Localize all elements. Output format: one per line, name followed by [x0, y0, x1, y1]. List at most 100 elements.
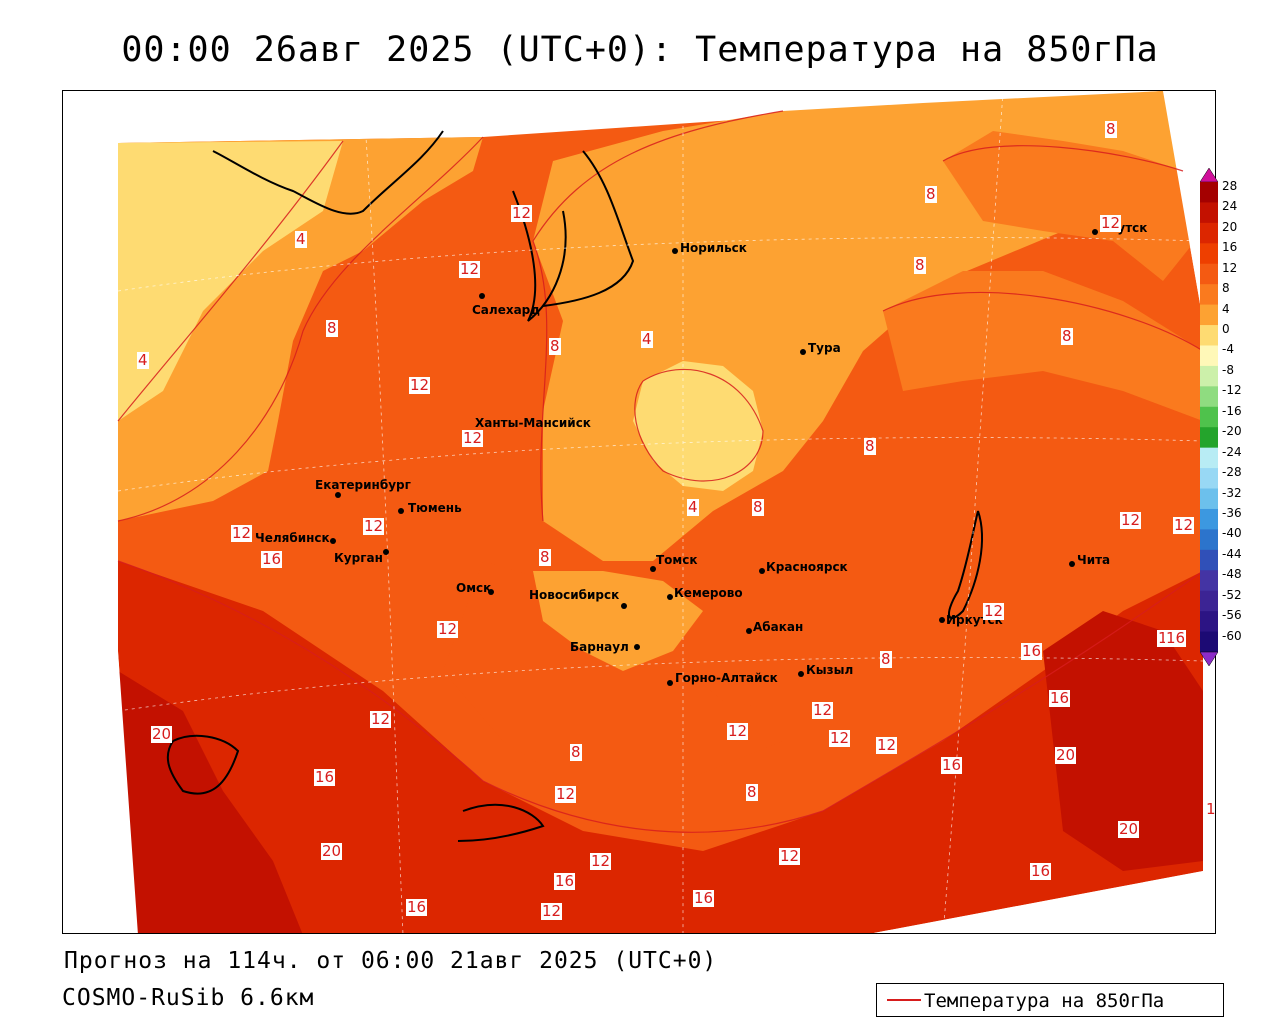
isotherm-label: 12 — [1100, 214, 1122, 232]
isotherm-label: 12 — [876, 736, 898, 754]
colorbar-tick-label: 24 — [1222, 199, 1238, 214]
colorbar-bottom-arrow — [1200, 651, 1218, 666]
isotherm-label: 16 — [1021, 642, 1043, 660]
colorbar-swatch — [1200, 549, 1218, 571]
colorbar-swatch — [1200, 447, 1218, 469]
isotherm-label: 12 — [1120, 511, 1142, 529]
isotherm-label: 8 — [864, 437, 876, 455]
isotherm-label: 12 — [727, 722, 749, 740]
colorbar-tick-label: -12 — [1222, 383, 1242, 398]
colorbar-swatch — [1200, 406, 1218, 428]
isotherm-line — [117, 140, 344, 422]
city-dot — [634, 644, 640, 650]
colorbar-tick-label: 20 — [1222, 219, 1238, 234]
legend-line-swatch — [887, 999, 921, 1001]
legend: Температура на 850гПа — [876, 983, 1224, 1017]
city-dot — [398, 508, 404, 514]
coastline — [212, 130, 444, 215]
isotherm-label: 8 — [539, 548, 551, 566]
colorbar-tick-label: 4 — [1222, 301, 1230, 316]
colorbar-swatch — [1200, 325, 1218, 346]
city-gorno-altaysk: Горно-Алтайск — [675, 671, 778, 685]
isotherm-label: 16 — [554, 872, 576, 890]
graticule — [117, 91, 1204, 933]
isotherm-label: 12 — [829, 729, 851, 747]
city-barnaul: Барнаул — [570, 640, 629, 654]
colorbar-swatch — [1200, 386, 1218, 408]
colorbar-tick-label: 16 — [1222, 240, 1238, 255]
isotherm-label: 16 — [941, 756, 963, 774]
city-dot — [335, 492, 341, 498]
coastlines — [166, 130, 984, 842]
isotherm-label: 12 — [409, 376, 431, 394]
city-dot — [672, 248, 678, 254]
isotherm-line — [117, 560, 1204, 833]
isotherm-label: 1 — [1205, 800, 1216, 818]
colorbar — [1200, 168, 1218, 666]
coastline — [512, 190, 567, 322]
no-data-left — [63, 143, 138, 933]
colorbar-tick-label: -36 — [1222, 505, 1242, 520]
colorbar-swatch — [1200, 263, 1218, 285]
isotherm-label: 8 — [746, 783, 758, 801]
isotherm-line — [532, 110, 784, 522]
colorbar-swatch — [1200, 611, 1218, 633]
zone-20-24-south-east — [1043, 611, 1203, 871]
isotherm-label: 8 — [914, 256, 926, 274]
city-dot — [383, 549, 389, 555]
isotherm-label: 8 — [1061, 327, 1073, 345]
coastline — [542, 150, 635, 307]
city-tura: Тура — [808, 341, 841, 355]
zone-0-4-central — [633, 361, 763, 491]
isotherm-line — [942, 145, 1184, 172]
zone-8-12-north-east — [943, 131, 1203, 281]
isotherm-label: 20 — [1055, 746, 1077, 764]
city-khanty-mansiysk: Ханты-Мансийск — [475, 416, 591, 430]
isotherm-label: 12 — [462, 429, 484, 447]
colorbar-tick-label: 8 — [1222, 281, 1230, 296]
colorbar-tick-label: -44 — [1222, 546, 1242, 561]
no-data-top-left — [63, 91, 443, 143]
colorbar-swatch — [1200, 508, 1218, 530]
isotherm-label: 16 — [406, 898, 428, 916]
colorbar-swatch — [1200, 202, 1218, 224]
colorbar-tick-label: -24 — [1222, 444, 1242, 459]
balkhash-lake — [166, 734, 240, 795]
isotherm-label: 8 — [880, 650, 892, 668]
city-kyzyl: Кызыл — [806, 663, 854, 677]
colorbar-tick-label: -20 — [1222, 424, 1242, 439]
city-krasnoyarsk: Красноярск — [766, 560, 848, 574]
colorbar-tick-label: -8 — [1222, 362, 1234, 377]
colorbar-swatch — [1200, 345, 1218, 367]
temperature-field — [63, 91, 1215, 933]
isotherm-line — [117, 136, 484, 522]
colorbar-tick-label: -40 — [1222, 526, 1242, 541]
city-tyumen: Тюмень — [408, 501, 462, 515]
legend-label: Температура на 850гПа — [924, 990, 1165, 1012]
temperature-map: Норильск Салехард Тура Якутск Ханты-Манс… — [62, 90, 1216, 934]
city-dot — [621, 603, 627, 609]
city-salekhard: Салехард — [472, 303, 540, 317]
city-kemerovo: Кемерово — [674, 586, 743, 600]
colorbar-swatch — [1200, 468, 1218, 490]
isotherm-label: 16 — [261, 550, 283, 568]
isotherm-label: 4 — [641, 330, 653, 348]
colorbar-top-arrow — [1200, 168, 1218, 183]
colorbar-swatch — [1200, 427, 1218, 449]
lake-shore — [457, 803, 545, 842]
isotherm-label: 16 — [1049, 689, 1071, 707]
isotherm-label: 8 — [1105, 120, 1117, 138]
zone-8-12-altai — [533, 571, 703, 671]
isotherms — [117, 110, 1204, 833]
city-abakan: Абакан — [753, 620, 804, 634]
colorbar-tick-label: -52 — [1222, 587, 1242, 602]
isotherm-label: 12 — [231, 524, 253, 542]
colorbar-tick-label: -56 — [1222, 608, 1242, 623]
isotherm-label: 12 — [437, 620, 459, 638]
city-omsk: Омск — [456, 581, 492, 595]
city-dot — [667, 594, 673, 600]
city-dot — [650, 566, 656, 572]
isotherm-label: 8 — [752, 498, 764, 516]
isotherm-label: 12 — [370, 710, 392, 728]
baikal-lake — [948, 510, 984, 619]
